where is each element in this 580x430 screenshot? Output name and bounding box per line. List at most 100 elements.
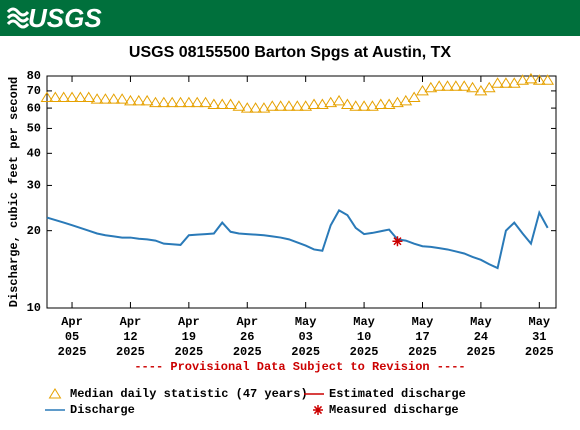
x-tick-label: May (412, 315, 434, 329)
x-tick-label: Apr (178, 315, 200, 329)
median-marker (449, 80, 463, 91)
median-marker (165, 96, 179, 108)
median-marker (274, 100, 288, 111)
median-marker (324, 96, 338, 108)
median-marker (532, 74, 546, 85)
x-tick-label: 05 (65, 330, 79, 344)
legend-label: Median daily statistic (47 years) (70, 387, 308, 401)
median-marker (73, 91, 87, 102)
median-marker (432, 80, 446, 91)
y-tick-label: 80 (27, 69, 41, 83)
x-tick-label: Apr (120, 315, 142, 329)
median-marker (366, 100, 379, 111)
median-marker (282, 100, 296, 111)
median-marker (290, 100, 304, 111)
median-marker (424, 81, 438, 93)
y-tick-label: 60 (27, 101, 41, 115)
median-marker (149, 96, 162, 108)
provisional-note: ---- Provisional Data Subject to Revisio… (134, 360, 465, 374)
y-tick-label: 30 (27, 179, 41, 193)
median-marker (507, 77, 521, 88)
logo: USGS (28, 3, 102, 33)
x-tick-label: Apr (236, 315, 258, 329)
x-tick-label: 24 (474, 330, 488, 344)
x-tick-label: May (529, 315, 551, 329)
median-marker (524, 72, 538, 84)
median-marker (374, 98, 388, 109)
x-tick-label: 2025 (466, 345, 495, 359)
y-axis-label: Discharge, cubic feet per second (7, 77, 21, 307)
legend-label: Measured discharge (329, 403, 459, 417)
median-marker (115, 93, 129, 104)
y-tick-label: 50 (27, 122, 41, 136)
median-marker (516, 74, 530, 85)
median-marker (391, 96, 404, 108)
x-tick-label: May (470, 315, 492, 329)
median-marker (65, 91, 79, 102)
x-tick-label: 19 (182, 330, 196, 344)
plot-frame (46, 75, 557, 309)
legend-label: Estimated discharge (329, 387, 466, 401)
x-tick-label: 2025 (408, 345, 437, 359)
x-tick-label: 26 (240, 330, 254, 344)
series-line (46, 208, 549, 270)
median-marker (466, 81, 479, 93)
median-marker (257, 102, 271, 113)
median-marker (240, 102, 254, 113)
median-marker (349, 100, 363, 111)
median-marker (357, 100, 371, 111)
median-marker (332, 94, 346, 106)
median-marker (441, 80, 454, 91)
median-marker (140, 94, 154, 106)
median-marker (99, 93, 112, 104)
x-tick-label: 2025 (116, 345, 145, 359)
median-marker (224, 98, 237, 109)
y-tick-label: 70 (27, 84, 41, 98)
chart-title: USGS 08155500 Barton Spgs at Austin, TX (129, 44, 452, 61)
median-marker (315, 98, 329, 109)
y-tick-label: 20 (27, 224, 41, 238)
measured-marker (392, 236, 403, 247)
x-tick-label: 2025 (233, 345, 262, 359)
x-tick-label: 2025 (174, 345, 203, 359)
median-marker (82, 91, 96, 102)
x-tick-label: 2025 (350, 345, 379, 359)
median-marker (474, 84, 488, 96)
median-marker (457, 80, 471, 91)
median-marker (491, 77, 504, 88)
header (0, 0, 580, 36)
legend-symbol (313, 405, 323, 415)
median-marker (190, 96, 204, 108)
median-marker (215, 98, 229, 109)
x-tick-label: 31 (532, 330, 546, 344)
median-marker (132, 94, 146, 106)
median-marker (90, 93, 104, 104)
median-marker (499, 77, 513, 88)
median-marker (341, 98, 354, 109)
median-marker (299, 100, 313, 111)
median-marker (157, 96, 171, 108)
x-tick-label: May (295, 315, 317, 329)
median-marker (199, 96, 212, 108)
median-marker (307, 98, 321, 109)
median-marker (399, 94, 413, 106)
y-tick-label: 40 (27, 147, 41, 161)
median-marker (207, 98, 221, 109)
median-marker (48, 91, 62, 102)
median-marker (416, 84, 429, 96)
median-marker (382, 98, 396, 109)
x-tick-label: Apr (61, 315, 83, 329)
x-tick-label: 12 (123, 330, 137, 344)
median-marker (174, 96, 187, 108)
median-marker (265, 100, 279, 111)
x-tick-label: 10 (357, 330, 371, 344)
x-tick-label: 2025 (525, 345, 554, 359)
median-marker (57, 91, 71, 102)
median-marker (182, 96, 196, 108)
median-marker (407, 91, 421, 102)
median-marker (249, 102, 262, 113)
x-tick-label: 17 (415, 330, 429, 344)
x-tick-label: 2025 (58, 345, 87, 359)
